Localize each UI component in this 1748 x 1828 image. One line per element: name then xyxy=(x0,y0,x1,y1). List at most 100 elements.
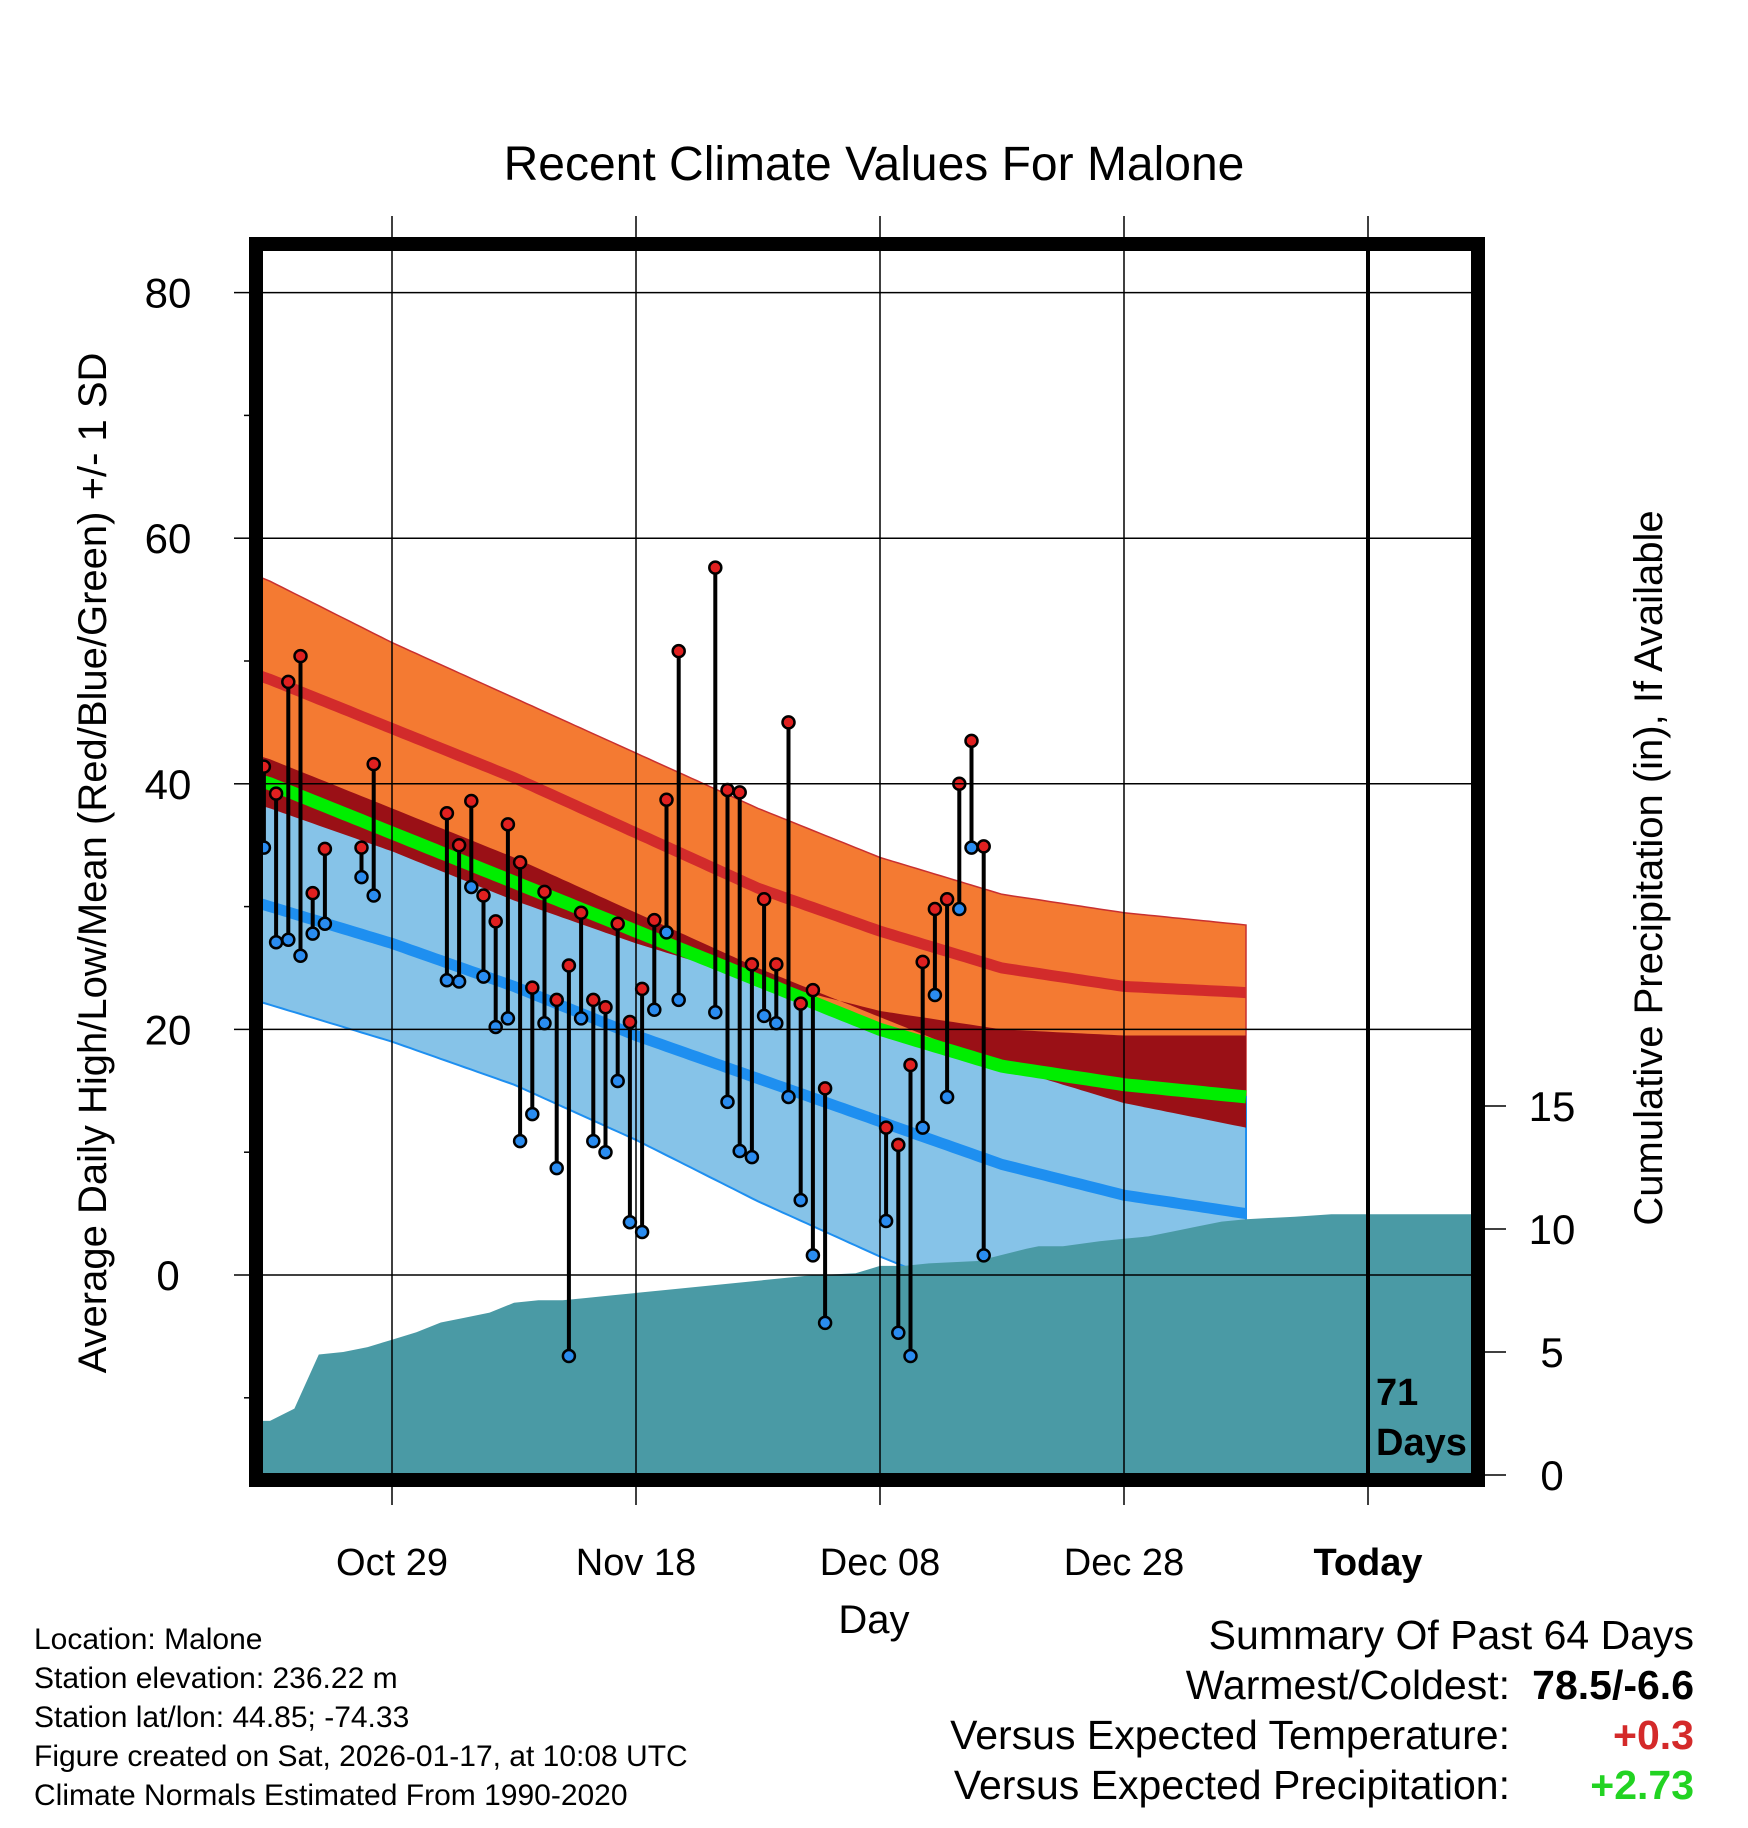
obs-high-dot xyxy=(185,653,197,665)
obs-high-dot xyxy=(234,586,246,598)
precipitation-area xyxy=(256,1214,1478,1475)
x-tick-label: Dec 28 xyxy=(1064,1542,1184,1584)
obs-high-dot xyxy=(488,914,503,929)
obs-high-dot xyxy=(512,855,528,870)
obs-high-dot xyxy=(964,733,979,749)
obs-low-dot xyxy=(781,1089,796,1105)
y-left-tick-label: 40 xyxy=(145,761,192,808)
obs-low-dot xyxy=(451,974,467,989)
obs-high-dot xyxy=(976,839,991,854)
y-left-tick-label: 80 xyxy=(145,270,192,317)
obs-low-dot xyxy=(148,870,160,882)
obs-low-dot xyxy=(124,869,136,881)
obs-low-dot xyxy=(720,1094,735,1110)
obs-high-dot xyxy=(354,840,369,855)
normals-text: Climate Normals Estimated From 1990-2020 xyxy=(34,1779,628,1812)
plot-frame xyxy=(249,237,1485,1487)
mean-overlap-band xyxy=(256,755,1246,1128)
obs-high-dot xyxy=(671,643,686,659)
warmest-value: 78.5/-6.6 xyxy=(1532,1662,1694,1708)
obs-high-dot xyxy=(878,1120,894,1135)
summary-panel: Summary Of Past 64 Days Warmest/Coldest:… xyxy=(950,1610,1694,1810)
obs-high-dot xyxy=(500,817,516,832)
obs-low-dot xyxy=(732,1143,747,1159)
obs-low-dot xyxy=(500,1011,516,1026)
obs-high-dot xyxy=(221,735,233,747)
obs-low-dot xyxy=(366,888,381,903)
obs-high-dot xyxy=(939,891,955,907)
obs-low-dot xyxy=(537,1016,552,1031)
obs-high-dot xyxy=(573,905,589,920)
obs-low-dot xyxy=(915,1120,930,1135)
obs-low-dot xyxy=(964,840,979,855)
obs-high-dot xyxy=(451,837,467,853)
obs-low-dot xyxy=(317,916,333,932)
obs-high-dot xyxy=(209,779,221,791)
obs-high-dot xyxy=(173,634,185,646)
y-left-tick-label: 0 xyxy=(156,1252,179,1299)
obs-low-dot xyxy=(573,1011,589,1026)
normal-high-line xyxy=(256,668,1247,999)
x-tick-label: Today xyxy=(1313,1542,1422,1584)
temp-value: +0.3 xyxy=(1613,1712,1694,1758)
obs-low-dot xyxy=(952,901,967,917)
obs-high-dot xyxy=(281,674,296,690)
obs-high-dot xyxy=(756,891,772,907)
obs-high-dot xyxy=(51,305,63,317)
obs-high-dot xyxy=(817,1081,833,1096)
obs-low-dot xyxy=(586,1133,601,1149)
obs-low-dot xyxy=(878,1213,894,1229)
obs-high-dot xyxy=(622,1014,638,1030)
obs-high-dot xyxy=(293,648,308,664)
y-right-tick-label: 5 xyxy=(1540,1329,1563,1376)
obs-high-dot xyxy=(610,916,625,932)
observations-group xyxy=(51,305,991,1364)
obs-low-dot xyxy=(160,875,172,887)
obs-low-dot xyxy=(927,987,943,1003)
obs-high-dot xyxy=(160,653,172,665)
summary-temp-row: Versus Expected Temperature: +0.3 xyxy=(950,1710,1694,1760)
obs-low-dot xyxy=(173,950,185,962)
obs-low-dot xyxy=(136,923,148,935)
obs-low-dot xyxy=(293,948,308,963)
obs-low-dot xyxy=(805,1248,821,1263)
location-text: Location: Malone xyxy=(34,1623,263,1656)
obs-low-dot xyxy=(744,1149,760,1165)
obs-high-dot xyxy=(549,992,564,1008)
obs-high-dot xyxy=(720,782,735,798)
obs-low-dot xyxy=(891,1325,906,1340)
station-metadata: Location: Malone Station elevation: 236.… xyxy=(34,1620,688,1815)
obs-high-dot xyxy=(647,912,662,928)
obs-high-dot xyxy=(197,708,209,720)
summary-precip-row: Versus Expected Precipitation: +2.73 xyxy=(950,1760,1694,1810)
obs-high-dot xyxy=(464,793,479,809)
obs-high-dot xyxy=(915,954,930,970)
obs-low-dot xyxy=(708,1004,723,1020)
x-tick-label: Dec 08 xyxy=(820,1542,940,1584)
warmest-label: Warmest/Coldest: xyxy=(1185,1662,1510,1708)
x-axis-title: Day xyxy=(838,1598,909,1642)
obs-high-dot xyxy=(598,1000,613,1015)
obs-high-dot xyxy=(805,982,821,998)
y-right-axis-title: Cumulative Precipitation (in), If Availa… xyxy=(1627,510,1671,1225)
obs-high-dot xyxy=(366,756,381,772)
obs-high-dot xyxy=(268,786,284,801)
obs-low-dot xyxy=(209,823,221,835)
obs-low-dot xyxy=(185,890,197,902)
obs-low-dot xyxy=(561,1348,577,1364)
obs-low-dot xyxy=(976,1248,991,1263)
y-right-tick-label: 15 xyxy=(1529,1083,1576,1130)
obs-high-dot xyxy=(439,806,455,821)
chart-title: Recent Climate Values For Malone xyxy=(504,138,1245,191)
x-tick-label: Oct 29 xyxy=(336,1542,448,1584)
obs-high-dot xyxy=(708,560,723,575)
y-left-axis-title: Average Daily High/Low/Mean (Red/Blue/Gr… xyxy=(71,353,115,1374)
elevation-text: Station elevation: 236.22 m xyxy=(34,1662,398,1695)
y-left-tick-label: 20 xyxy=(145,1006,192,1053)
obs-low-dot xyxy=(234,813,246,825)
obs-high-dot xyxy=(793,996,808,1011)
obs-low-dot xyxy=(793,1192,808,1208)
obs-low-dot xyxy=(197,864,209,876)
obs-low-dot xyxy=(464,879,479,895)
obs-low-dot xyxy=(281,932,296,948)
